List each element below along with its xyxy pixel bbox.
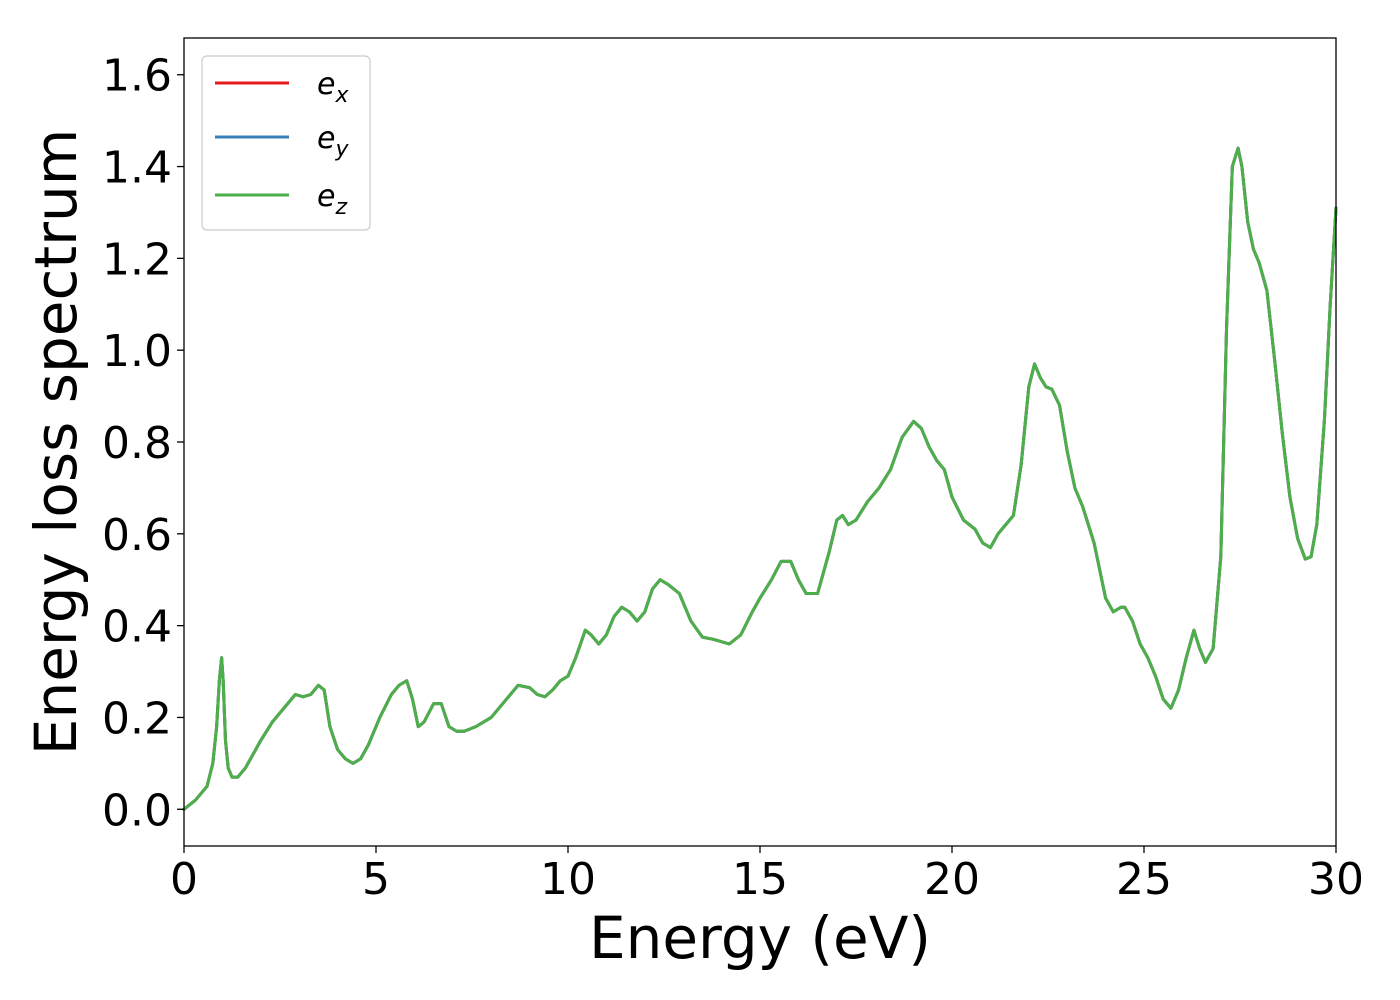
legend-label-ey: ey [317, 121, 349, 162]
x-tick-label: 30 [1308, 854, 1364, 905]
series-lines [182, 146, 1338, 811]
y-axis-ticks: 0.0 0.2 0.4 0.6 0.8 1.0 1.2 1.4 1.6 [102, 51, 184, 836]
x-tick-label: 20 [924, 854, 980, 905]
series-line-ez [182, 146, 1338, 811]
y-tick-label: 1.4 [102, 143, 172, 194]
y-tick-label: 0.4 [102, 602, 172, 653]
y-tick-label: 0.0 [102, 785, 172, 836]
y-tick-label: 0.6 [102, 510, 172, 561]
y-tick-label: 0.2 [102, 693, 172, 744]
y-tick-label: 1.2 [102, 234, 172, 285]
x-tick-label: 5 [362, 854, 390, 905]
plot-area [184, 38, 1336, 846]
x-axis-title: Energy (eV) [589, 904, 931, 972]
x-tick-label: 10 [540, 854, 596, 905]
y-axis-title: Energy loss spectrum [22, 129, 90, 755]
legend-box [201, 55, 371, 231]
y-tick-label: 1.0 [102, 326, 172, 377]
y-tick-label: 0.8 [102, 418, 172, 469]
x-tick-label: 0 [170, 854, 198, 905]
x-axis-ticks: 0 5 10 15 20 25 30 [170, 846, 1364, 905]
x-tick-label: 25 [1116, 854, 1172, 905]
y-tick-label: 1.6 [102, 51, 172, 102]
x-tick-label: 15 [732, 854, 788, 905]
